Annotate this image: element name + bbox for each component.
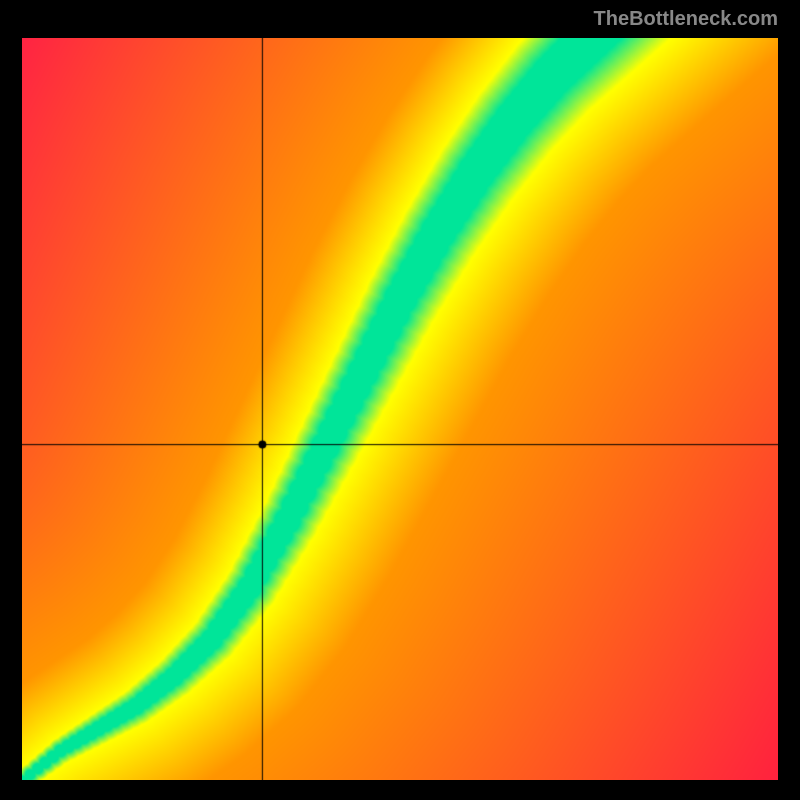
heatmap-canvas (22, 38, 778, 780)
watermark-text: TheBottleneck.com (594, 8, 778, 31)
heatmap-chart (22, 38, 778, 780)
